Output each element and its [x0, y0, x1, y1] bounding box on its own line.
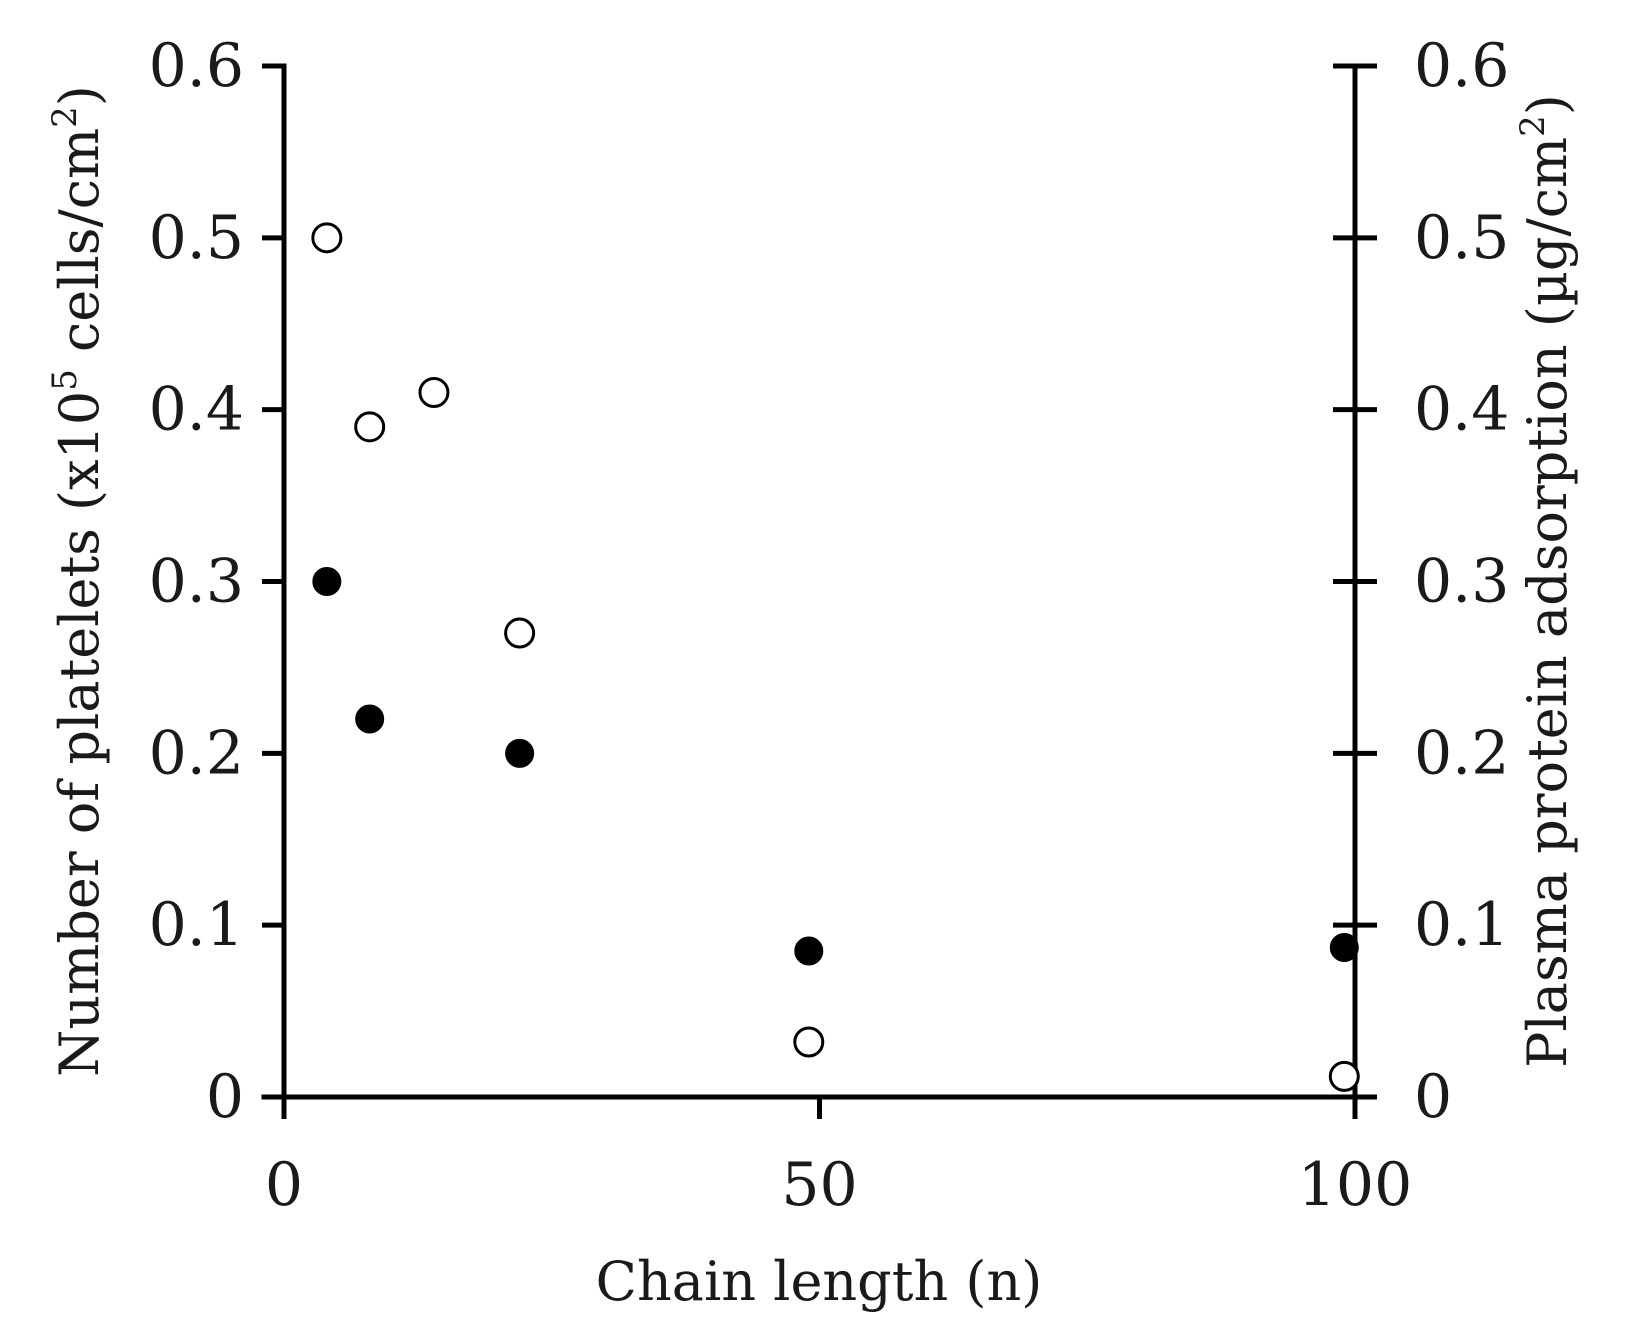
right-y-axis-label: Plasma protein adsorption (µg/cm2) [1513, 94, 1579, 1068]
right-y-tick-label: 0.3 [1414, 547, 1509, 617]
left-y-tick-label: 0.6 [149, 31, 244, 101]
x-tick-label: 0 [265, 1150, 303, 1220]
right-y-tick-label: 0.5 [1414, 203, 1509, 273]
left-y-tick-label: 0 [206, 1062, 244, 1132]
open-point [793, 1026, 825, 1058]
left-y-tick-label: 0.1 [149, 890, 244, 960]
x-tick-label: 100 [1298, 1150, 1413, 1220]
filled-point [1329, 933, 1359, 963]
open-point [311, 222, 343, 254]
right-y-tick-label: 0.1 [1414, 890, 1509, 960]
open-point [354, 411, 386, 443]
left-y-tick-label: 0.2 [149, 718, 244, 788]
open-point [1328, 1060, 1360, 1092]
filled-point [794, 936, 824, 966]
filled-point [312, 567, 342, 596]
left-y-tick-label: 0.3 [149, 547, 244, 617]
data-points [311, 222, 1360, 1092]
x-ticks: 0 50 100 [265, 1097, 1412, 1220]
x-tick-label: 50 [781, 1150, 857, 1220]
left-y-tick-label: 0.4 [149, 375, 244, 445]
open-point [504, 617, 536, 649]
y-ticks: 0 0 0.1 0.1 0.2 0.2 0.3 0.3 0.4 0.4 0.5 0.5 0.6 0.6 [149, 31, 1510, 1132]
right-y-tick-label: 0.4 [1414, 375, 1509, 445]
right-y-tick-label: 0.2 [1414, 718, 1509, 788]
x-axis-label: Chain length (n) [596, 1250, 1043, 1313]
open-point [418, 376, 450, 408]
left-y-tick-label: 0.5 [149, 203, 244, 273]
right-y-tick-label: 0 [1414, 1062, 1452, 1132]
right-y-tick-label: 0.6 [1414, 31, 1509, 101]
left-y-axis-label: Number of platelets (x105 cells/cm2) [45, 85, 111, 1077]
filled-point [355, 704, 385, 734]
filled-point [505, 738, 535, 768]
